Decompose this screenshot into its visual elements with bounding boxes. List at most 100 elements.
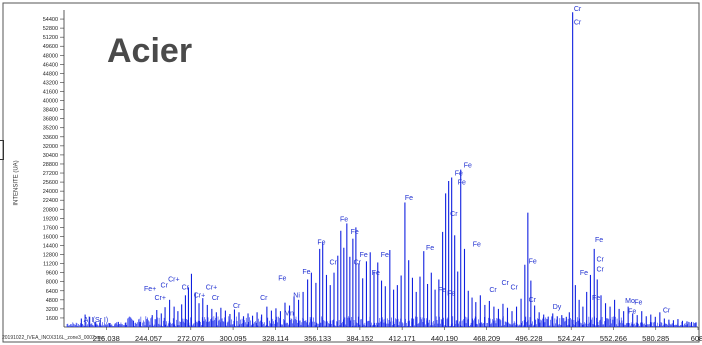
peak-label: Fe [628,308,636,315]
y-tick-label: 32000 [43,144,58,150]
x-tick-label: 580.285 [642,334,669,343]
peak-label: Cr [574,6,582,13]
x-tick-label: 272.076 [177,334,204,343]
peak-label: Cr+ [168,277,179,284]
file-name-label: 20191022_IVEA_INOX316L_zone3_0002.asc [2,335,105,341]
peak-label: Cr [529,297,537,304]
peak-label: Fe [351,229,359,236]
x-tick-label: 356.133 [304,334,331,343]
peak-label: Fe [634,299,642,306]
y-tick-label: 44800 [43,71,58,77]
peak-label: Cr [354,260,362,267]
peak-label: Fe+ [144,286,156,293]
x-tick-label: 412.171 [389,334,416,343]
peak-label: Fe [580,270,588,277]
x-tick-label: 440.190 [431,334,458,343]
peak-label: Cr [260,295,268,302]
peak-label: Fe [592,295,600,302]
y-tick-label: 46400 [43,62,58,68]
y-tick-label: 14400 [43,243,58,249]
y-tick-label: 38400 [43,108,58,114]
peak-label: Fe [317,239,325,246]
y-tick-label: 27200 [43,171,58,177]
peak-label: Dy [553,304,562,311]
y-tick-label: 41600 [43,90,58,96]
y-tick-label: 4800 [46,298,58,304]
peak-label: Cr [450,211,458,218]
y-tick-label: 9600 [46,271,58,277]
chart-title: Acier [107,32,193,70]
y-tick-label: 33600 [43,135,58,141]
peak-label: Cr [233,303,241,310]
y-tick-label: 19200 [43,216,58,222]
peak-label: Cr [501,280,509,287]
y-tick-label: 6400 [46,289,58,295]
x-tick-label: 552.266 [600,334,627,343]
peak-label: Cr+ [155,295,166,302]
peak-label: Cr [182,285,190,292]
y-tick-label: 35200 [43,126,58,132]
y-tick-label: 16000 [43,234,58,240]
y-tick-label: 49600 [43,44,58,50]
y-tick-label: 22400 [43,198,58,204]
peak-label: Fe [464,162,472,169]
peak-label: Fe [372,270,380,277]
y-tick-label: 48000 [43,53,58,59]
y-tick-label: 28800 [43,162,58,168]
peak-label: Cr+ [206,285,217,292]
peak-label: Fe [529,259,537,266]
peak-label: Ni [293,293,300,300]
x-tick-label: 300.095 [220,334,247,343]
y-tick-label: 30400 [43,153,58,159]
peak-label: Cr [212,295,220,302]
peak-label: Cr [574,20,582,27]
peak-label: Cr [511,285,519,292]
peak-label: Fe [447,290,455,297]
peak-label: Fe [473,242,481,249]
peak-label: Cr [489,287,497,294]
x-tick-label: 468.209 [473,334,500,343]
peak-label: Fe [278,276,286,283]
peak-label: Fe [438,287,446,294]
peak-label: Fe [455,170,463,177]
y-tick-label: 36800 [43,117,58,123]
y-tick-label: 54400 [43,17,58,23]
y-tick-label: 52800 [43,26,58,32]
peak-label: Fe [426,245,434,252]
y-axis-label: INTENSITE (UA) [13,160,20,206]
peak-label: Fe [340,217,348,224]
peak-label: Fe [595,237,603,244]
y-tick-label: 51200 [43,35,58,41]
peak-label: Cr [663,307,671,314]
peak-label: Fe [381,252,389,259]
y-tick-label: 25600 [43,180,58,186]
y-tick-label: 12800 [43,253,58,259]
x-tick-label: 524.247 [558,334,585,343]
peak-label: Fe [360,252,368,259]
y-tick-label: 1600 [46,316,58,322]
y-tick-label: 11200 [43,262,58,268]
peak-label: Cr+ [194,293,205,300]
peak-label: Cr [596,267,604,274]
y-tick-label: 3200 [46,307,58,313]
peak-label: Al I [84,317,94,324]
y-tick-label: 8000 [46,280,58,286]
x-tick-label: 328.114 [262,334,289,343]
peak-label: Cr [596,256,604,263]
peak-label: (Sr I) [93,317,109,324]
y-tick-label: 17600 [43,225,58,231]
y-tick-label: 43200 [43,80,58,86]
x-tick-label: 216.038 [93,334,120,343]
peak-label: Fe [405,195,413,202]
x-tick-label: 244.057 [135,334,162,343]
peak-label: Mo [625,298,635,305]
x-tick-label: 496.228 [515,334,542,343]
peak-label: Fe [302,269,310,276]
peak-label: Mn [284,311,294,318]
x-tick-label: 608. [691,334,702,343]
peak-label: Fe [458,179,466,186]
peak-label: Cr [329,260,337,267]
